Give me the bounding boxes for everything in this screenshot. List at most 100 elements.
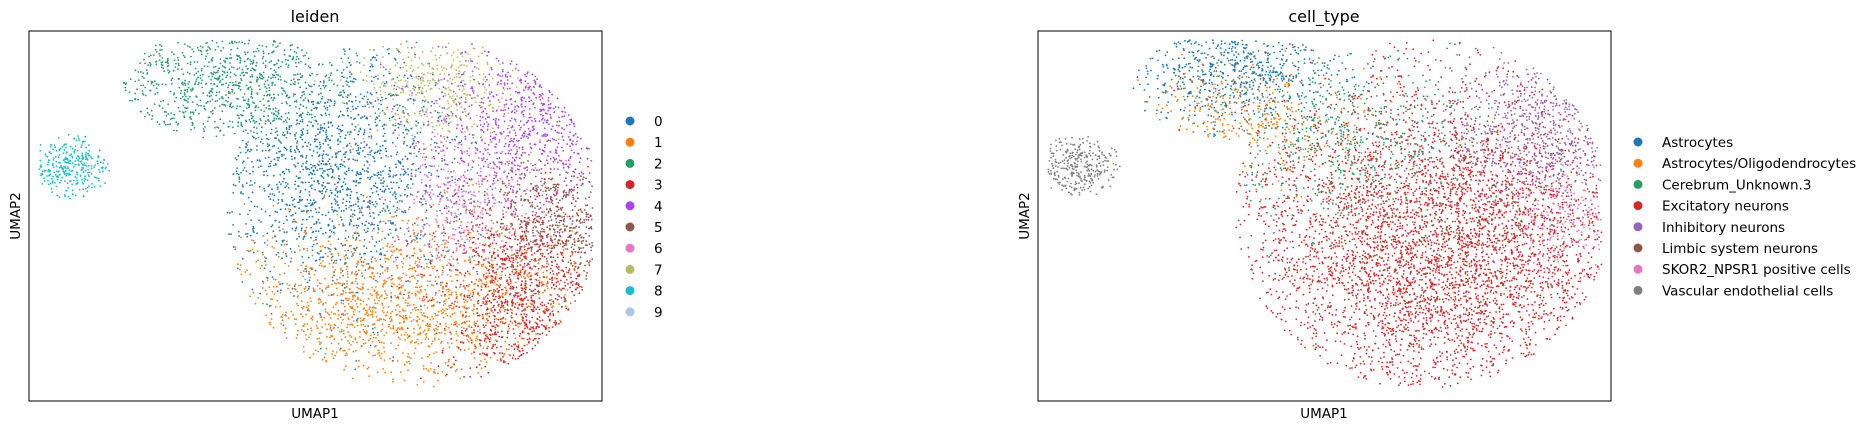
data-point bbox=[159, 49, 162, 52]
data-point bbox=[410, 311, 412, 314]
data-point bbox=[281, 180, 284, 183]
data-point bbox=[489, 282, 492, 284]
data-point bbox=[437, 245, 440, 248]
data-point bbox=[465, 210, 467, 212]
data-point bbox=[397, 303, 399, 306]
data-point bbox=[356, 297, 359, 300]
data-point bbox=[532, 294, 534, 297]
data-point bbox=[431, 100, 433, 103]
data-point bbox=[447, 210, 450, 213]
data-point bbox=[430, 87, 433, 90]
data-point bbox=[506, 279, 509, 281]
data-point bbox=[402, 308, 404, 311]
data-point bbox=[441, 107, 444, 109]
data-point bbox=[359, 177, 361, 180]
data-point bbox=[580, 171, 583, 174]
data-point bbox=[563, 128, 565, 131]
data-point bbox=[229, 71, 232, 74]
data-point bbox=[518, 157, 521, 160]
data-point bbox=[428, 65, 431, 68]
data-point bbox=[487, 285, 490, 288]
data-point bbox=[528, 272, 531, 274]
data-point bbox=[440, 119, 443, 122]
data-point bbox=[293, 100, 296, 103]
data-point bbox=[491, 255, 493, 257]
data-point bbox=[337, 125, 340, 127]
data-point bbox=[325, 347, 328, 350]
data-point bbox=[334, 313, 336, 315]
data-point bbox=[302, 261, 304, 264]
data-point bbox=[250, 60, 253, 63]
data-point bbox=[501, 182, 504, 185]
data-point bbox=[268, 104, 270, 107]
data-point bbox=[245, 102, 248, 105]
data-point bbox=[376, 224, 379, 227]
data-point bbox=[407, 353, 410, 355]
data-point bbox=[544, 308, 546, 311]
data-point bbox=[456, 345, 459, 348]
data-point bbox=[457, 85, 459, 87]
data-point bbox=[420, 152, 422, 155]
data-point bbox=[314, 269, 317, 272]
data-point bbox=[450, 333, 452, 335]
data-point bbox=[322, 129, 325, 132]
data-point bbox=[436, 320, 439, 323]
data-point bbox=[310, 327, 312, 330]
data-point bbox=[398, 276, 400, 279]
data-point bbox=[308, 74, 311, 76]
data-point bbox=[496, 280, 499, 282]
data-point bbox=[459, 286, 461, 288]
data-point bbox=[392, 327, 395, 330]
data-point bbox=[290, 251, 293, 253]
data-point bbox=[571, 215, 574, 218]
data-point bbox=[381, 328, 384, 331]
data-point bbox=[436, 119, 439, 122]
data-point bbox=[346, 187, 349, 190]
data-point bbox=[403, 136, 406, 139]
data-point bbox=[238, 178, 241, 180]
data-point bbox=[555, 265, 558, 268]
data-point bbox=[477, 238, 479, 240]
data-point bbox=[266, 244, 269, 246]
data-point bbox=[312, 199, 315, 202]
data-point bbox=[340, 299, 343, 302]
data-point bbox=[539, 253, 542, 255]
data-point bbox=[467, 221, 469, 224]
data-point bbox=[390, 110, 393, 113]
data-point bbox=[502, 356, 504, 358]
data-point bbox=[340, 322, 343, 324]
data-point bbox=[331, 135, 333, 137]
data-point bbox=[569, 163, 571, 166]
data-point bbox=[418, 297, 421, 300]
data-point bbox=[185, 99, 188, 102]
data-point bbox=[403, 74, 406, 77]
data-point bbox=[353, 209, 356, 212]
data-point bbox=[542, 271, 545, 274]
data-point bbox=[520, 287, 522, 289]
data-point bbox=[301, 306, 303, 309]
data-point bbox=[471, 86, 473, 88]
data-point bbox=[494, 326, 497, 329]
data-point bbox=[321, 358, 324, 361]
data-point bbox=[509, 188, 512, 190]
data-point bbox=[338, 175, 340, 177]
data-point bbox=[565, 271, 568, 274]
data-point bbox=[509, 308, 512, 311]
data-point bbox=[365, 95, 368, 98]
data-point bbox=[294, 220, 296, 223]
data-point bbox=[142, 84, 145, 87]
data-point bbox=[324, 352, 327, 355]
data-point bbox=[570, 276, 572, 279]
data-point bbox=[336, 201, 338, 203]
data-point bbox=[532, 339, 535, 342]
data-point bbox=[378, 102, 380, 105]
data-point bbox=[44, 153, 47, 156]
data-point bbox=[367, 103, 369, 105]
data-point bbox=[569, 259, 572, 262]
data-point bbox=[326, 106, 329, 109]
data-point bbox=[528, 263, 530, 266]
data-point bbox=[545, 159, 548, 162]
data-point bbox=[538, 279, 540, 282]
data-point bbox=[526, 351, 528, 354]
data-point bbox=[414, 262, 417, 265]
